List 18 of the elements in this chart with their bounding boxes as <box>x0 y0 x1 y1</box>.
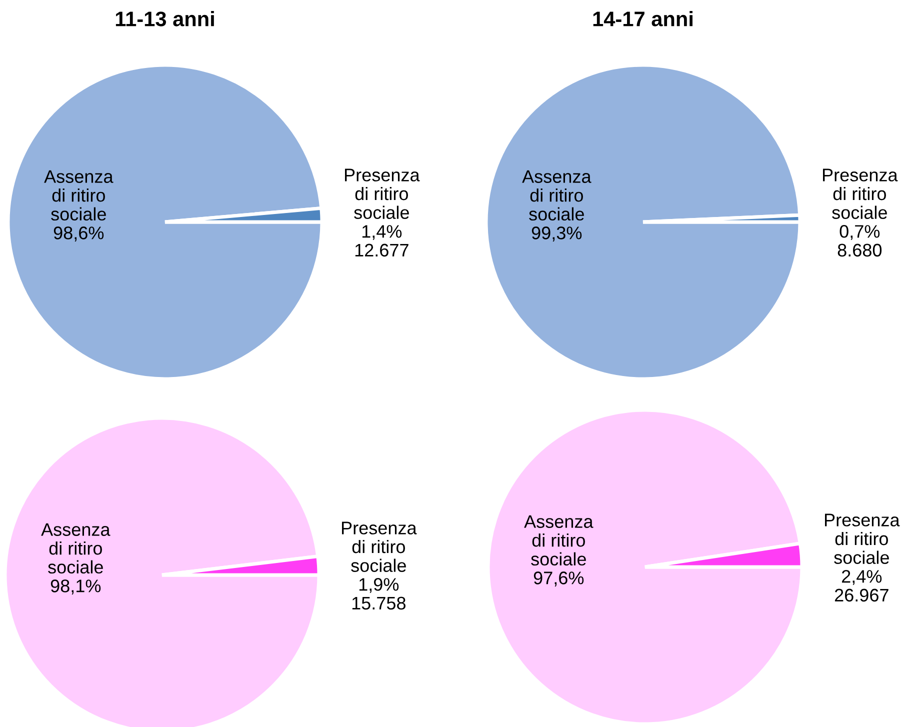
data-label: 2,4% 26.967 <box>834 570 888 602</box>
data-label: 98,1% <box>50 580 101 594</box>
slice-label: Presenza di ritiro sociale <box>825 514 900 564</box>
slice-label: Presenza di ritiro sociale <box>345 168 420 219</box>
slice-label: Assenza di ritiro sociale <box>524 515 594 566</box>
data-label: 1,9% 15.758 <box>352 578 406 610</box>
data-label: 0,7% 8.680 <box>838 225 882 257</box>
data-label: 99,3% <box>532 226 582 242</box>
data-label: 1,4% 12.677 <box>355 225 408 257</box>
slice-label: Assenza di ritiro sociale <box>41 523 110 574</box>
slice-label: Presenza di ritiro sociale <box>823 168 898 219</box>
data-label: 97,6% <box>534 572 584 586</box>
chart-title: 11-13 anni <box>116 11 214 26</box>
chart-title: 14-17 anni <box>593 11 692 26</box>
slice-label: Assenza di ritiro sociale <box>522 170 592 221</box>
slice-label: Assenza di ritiro sociale <box>44 170 114 221</box>
slice-label: Presenza di ritiro sociale <box>342 522 417 572</box>
data-label: 98,6% <box>54 226 104 242</box>
